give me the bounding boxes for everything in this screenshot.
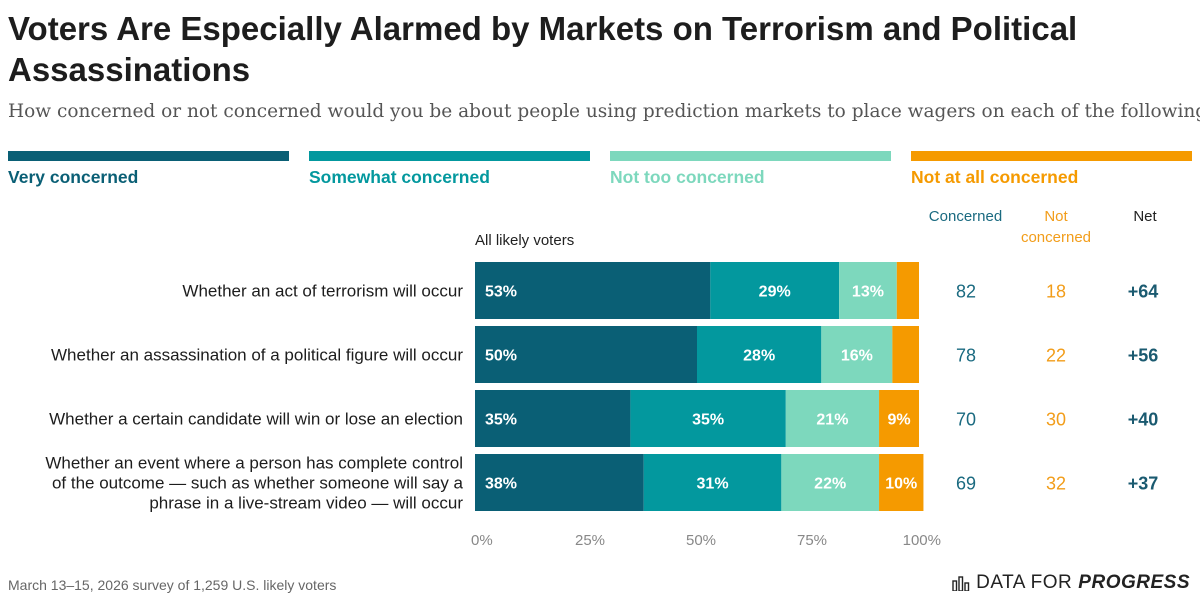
source-note: March 13–15, 2026 survey of 1,259 U.S. l… <box>8 577 337 593</box>
legend-label-very-concerned: Very concerned <box>8 167 139 187</box>
data-label-not-at-all-concerned: 10% <box>885 476 917 493</box>
net-value: +56 <box>1128 346 1159 366</box>
x-tick-label: 100% <box>903 532 941 549</box>
x-tick-label: 50% <box>686 532 716 549</box>
data-label-very-concerned: 50% <box>485 348 517 365</box>
not-concerned-value: 30 <box>1046 410 1066 430</box>
bar-segment-not-too-concerned <box>785 390 880 447</box>
column-header-concerned: Concerned <box>928 208 1003 225</box>
net-value: +64 <box>1128 282 1159 302</box>
x-tick-label: 25% <box>575 532 605 549</box>
net-value: +40 <box>1128 410 1159 430</box>
legend-label-not-at-all-concerned: Not at all concerned <box>911 167 1079 187</box>
category-label: Whether an act of terrorism will occur <box>182 282 463 301</box>
data-label-not-at-all-concerned: 9% <box>887 412 910 429</box>
legend-item-very-concerned: Very concerned <box>8 151 289 188</box>
data-label-somewhat-concerned: 35% <box>692 412 724 429</box>
category-label-line: Whether an event where a person has comp… <box>45 454 463 473</box>
stacked-bar-chart: Whether an act of terrorism will occur 53… <box>45 262 1159 549</box>
bar-segment-very-concerned <box>475 454 644 511</box>
column-header-net: Net <box>1133 208 1157 225</box>
bar-segment-very-concerned <box>475 326 697 383</box>
legend-item-somewhat-concerned: Somewhat concerned <box>309 151 590 188</box>
category-label-line: phrase in a live-stream video — will occ… <box>149 494 463 513</box>
bar-segment-not-too-concerned <box>781 454 880 511</box>
bar-segment-somewhat-concerned <box>630 390 786 447</box>
bar-segment-not-at-all-concerned <box>892 326 919 383</box>
data-label-very-concerned: 38% <box>485 476 517 493</box>
bar-segment-not-too-concerned <box>821 326 893 383</box>
category-label-line: of the outcome — such as whether someone… <box>52 474 464 493</box>
concerned-value: 82 <box>956 282 976 302</box>
x-tick-label: 0% <box>471 532 493 549</box>
data-label-somewhat-concerned: 31% <box>697 476 729 493</box>
data-label-not-too-concerned: 22% <box>814 476 846 493</box>
category-label-line: Whether an assassination of a political … <box>51 346 463 365</box>
category-label: Whether an event where a person has comp… <box>45 454 463 513</box>
group-label: All likely voters <box>475 232 575 249</box>
data-label-not-too-concerned: 21% <box>816 412 848 429</box>
bar-segment-not-at-all-concerned <box>896 262 919 319</box>
not-concerned-value: 22 <box>1046 346 1066 366</box>
data-label-not-too-concerned: 13% <box>852 284 884 301</box>
concerned-value: 69 <box>956 474 976 494</box>
bar-chart-icon <box>952 576 970 591</box>
bar-segment-not-at-all-concerned <box>879 454 924 511</box>
legend-swatch-not-too-concerned <box>610 151 891 161</box>
brand-prefix: DATA FOR <box>976 572 1073 593</box>
legend-label-somewhat-concerned: Somewhat concerned <box>309 167 490 187</box>
category-label-line: Whether an act of terrorism will occur <box>182 282 463 301</box>
category-label: Whether a certain candidate will win or … <box>49 410 463 429</box>
legend-swatch-very-concerned <box>8 151 289 161</box>
bar-segment-somewhat-concerned <box>643 454 782 511</box>
not-concerned-value: 18 <box>1046 282 1066 302</box>
legend-label-not-too-concerned: Not too concerned <box>610 167 765 187</box>
legend-item-not-too-concerned: Not too concerned <box>610 151 891 188</box>
data-label-very-concerned: 53% <box>485 284 517 301</box>
legend-swatch-somewhat-concerned <box>309 151 590 161</box>
data-label-somewhat-concerned: 28% <box>743 348 775 365</box>
chart-title: Voters Are Especially Alarmed by Markets… <box>8 10 1078 88</box>
category-label-line: Whether a certain candidate will win or … <box>49 410 463 429</box>
brand-logo: DATA FOR PROGRESS <box>952 572 1190 594</box>
legend-swatch-not-at-all-concerned <box>911 151 1192 161</box>
bar-segment-very-concerned <box>475 390 631 447</box>
category-label: Whether an assassination of a political … <box>51 346 463 365</box>
bar-segment-not-at-all-concerned <box>879 390 919 447</box>
data-label-somewhat-concerned: 29% <box>759 284 791 301</box>
data-label-very-concerned: 35% <box>485 412 517 429</box>
net-value: +37 <box>1128 474 1159 494</box>
data-label-not-too-concerned: 16% <box>841 348 873 365</box>
chart-subtitle: How concerned or not concerned would you… <box>8 101 1200 122</box>
bar-segment-not-too-concerned <box>839 262 897 319</box>
concerned-value: 70 <box>956 410 976 430</box>
bar-segment-somewhat-concerned <box>697 326 822 383</box>
x-tick-label: 75% <box>797 532 827 549</box>
legend-item-not-at-all-concerned: Not at all concerned <box>911 151 1192 188</box>
not-concerned-value: 32 <box>1046 474 1066 494</box>
brand-emphasis: PROGRESS <box>1078 572 1190 593</box>
column-header-not-concerned: Not concerned <box>1020 208 1092 246</box>
bar-segment-somewhat-concerned <box>710 262 840 319</box>
concerned-value: 78 <box>956 346 976 366</box>
bar-segment-very-concerned <box>475 262 711 319</box>
